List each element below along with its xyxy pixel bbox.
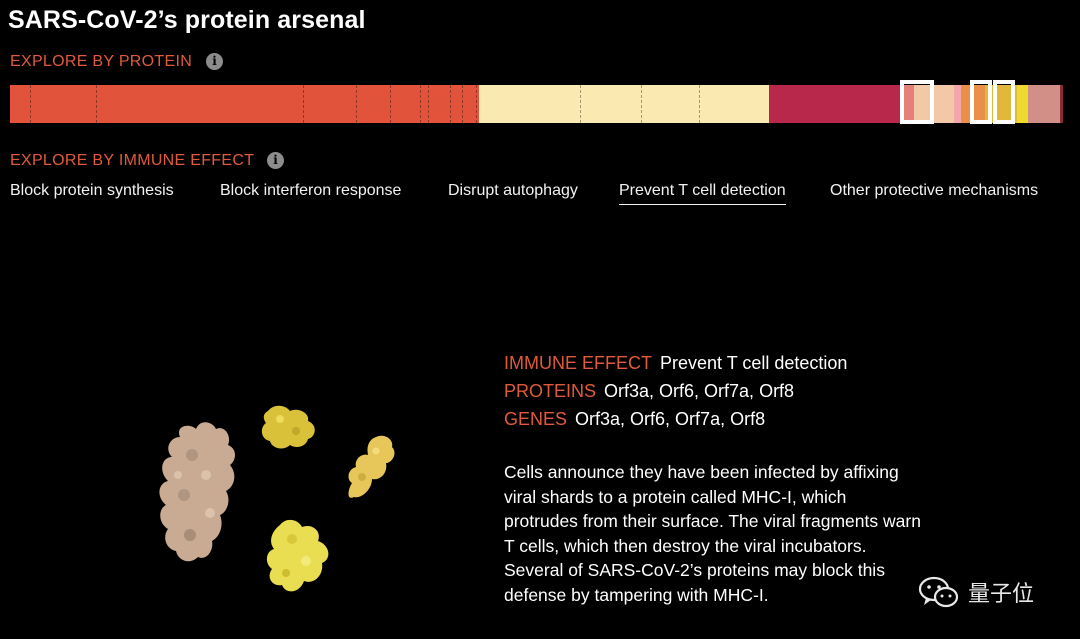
- genes-row: GENES Orf3a, Orf6, Orf7a, Orf8: [504, 409, 924, 437]
- protein-divider: [450, 85, 451, 123]
- orf8-protein-model: [266, 519, 329, 592]
- protein-divider: [476, 85, 477, 123]
- tab-block-interferon-response[interactable]: Block interferon response: [220, 182, 402, 199]
- protein-divider: [420, 85, 421, 123]
- immune-effect-key: IMMUNE EFFECT: [504, 353, 652, 373]
- protein-segment[interactable]: [769, 85, 900, 123]
- protein-divider: [462, 85, 463, 123]
- effect-description: Cells announce they have been infected b…: [504, 462, 921, 605]
- tab-prevent-t-cell-detection[interactable]: Prevent T cell detection: [619, 182, 786, 205]
- tab-block-protein-synthesis[interactable]: Block protein synthesis: [10, 182, 174, 199]
- genes-key: GENES: [504, 409, 568, 429]
- protein-divider: [303, 85, 304, 123]
- page-title: SARS-CoV-2’s protein arsenal: [8, 6, 366, 34]
- protein-segment[interactable]: [914, 85, 954, 123]
- protein-segment[interactable]: [10, 85, 479, 123]
- proteins-key: PROTEINS: [504, 381, 597, 401]
- proteins-value: Orf3a, Orf6, Orf7a, Orf8: [604, 381, 795, 401]
- protein-divider: [356, 85, 357, 123]
- orf3a-protein-model: [159, 422, 235, 562]
- protein-divider: [428, 85, 429, 123]
- protein-highlight-orf3a[interactable]: [900, 80, 934, 124]
- protein-segment[interactable]: [479, 85, 769, 123]
- protein-structures-illustration: [140, 395, 420, 625]
- protein-segment[interactable]: [1017, 85, 1028, 123]
- explore-by-protein-label: EXPLORE BY PROTEIN: [10, 53, 193, 70]
- orf6-protein-model: [261, 405, 315, 449]
- protein-segment[interactable]: [1060, 85, 1063, 123]
- watermark: 量子位: [918, 574, 1058, 610]
- explore-by-immune-effect-label: EXPLORE BY IMMUNE EFFECT: [10, 152, 255, 169]
- proteins-row: PROTEINS Orf3a, Orf6, Orf7a, Orf8: [504, 381, 924, 409]
- protein-divider: [390, 85, 391, 123]
- immune-effect-row: IMMUNE EFFECT Prevent T cell detection: [504, 353, 924, 381]
- protein-highlight-orf6[interactable]: [970, 80, 992, 124]
- protein-divider: [699, 85, 700, 123]
- wechat-icon: [918, 576, 959, 608]
- tab-other-protective-mechanisms[interactable]: Other protective mechanisms: [830, 182, 1039, 199]
- protein-segment[interactable]: [954, 85, 961, 123]
- info-icon[interactable]: i: [206, 53, 223, 70]
- immune-effect-value: Prevent T cell detection: [660, 353, 848, 373]
- protein-highlight-orf7a[interactable]: [993, 80, 1015, 124]
- info-icon[interactable]: i: [267, 152, 284, 169]
- orf7a-protein-model: [348, 435, 395, 498]
- protein-segment[interactable]: [1028, 85, 1060, 123]
- protein-divider: [580, 85, 581, 123]
- protein-bar[interactable]: [10, 80, 1063, 124]
- tab-disrupt-autophagy[interactable]: Disrupt autophagy: [448, 182, 578, 199]
- protein-divider: [96, 85, 97, 123]
- protein-divider: [30, 85, 31, 123]
- protein-divider: [641, 85, 642, 123]
- detail-panel: IMMUNE EFFECT Prevent T cell detection PR…: [504, 353, 924, 437]
- watermark-text: 量子位: [968, 582, 1035, 607]
- genes-value: Orf3a, Orf6, Orf7a, Orf8: [575, 409, 766, 429]
